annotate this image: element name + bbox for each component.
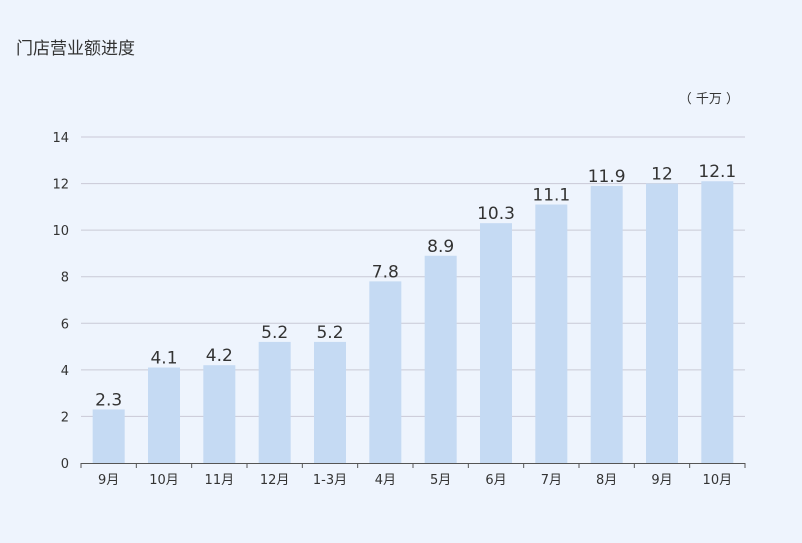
data-label: 5.2 <box>316 323 343 343</box>
data-label: 2.3 <box>95 390 122 410</box>
bar <box>480 223 512 463</box>
x-tick-label: 9月 <box>98 473 119 488</box>
grid-lines <box>81 136 745 417</box>
x-tick-label: 7月 <box>541 473 562 488</box>
bar <box>203 365 236 463</box>
bar <box>646 183 678 464</box>
data-label: 12 <box>651 165 673 185</box>
y-tick-label: 4 <box>61 364 69 379</box>
labels: 0 2 4 6 8 10 12 14 2.3 9月 4.1 10月 4.2 11月 5.2 12月 5.2 1-3… <box>52 131 736 488</box>
x-tick-label: 8月 <box>596 473 617 488</box>
data-label: 7.8 <box>372 262 399 282</box>
bar <box>590 185 623 463</box>
unit-label: （ 千万 ） <box>678 92 739 107</box>
y-tick-label: 14 <box>52 131 69 146</box>
x-tick-label: 5月 <box>430 473 451 488</box>
data-label: 10.3 <box>477 204 515 224</box>
data-label: 11.9 <box>588 167 626 187</box>
x-tick-label: 6月 <box>485 473 506 488</box>
x-tick-label: 4月 <box>375 473 396 488</box>
data-label: 5.2 <box>261 323 288 343</box>
data-label: 4.2 <box>206 346 233 366</box>
x-tick-label: 1-3月 <box>313 473 347 488</box>
y-tick-label: 2 <box>61 410 69 425</box>
bar <box>258 341 291 463</box>
chart-title: 门店营业额进度 <box>16 39 135 59</box>
bar <box>424 255 457 463</box>
bar <box>92 409 125 463</box>
y-tick-label: 8 <box>61 271 69 286</box>
data-label: 12.1 <box>698 162 736 182</box>
y-tick-label: 0 <box>61 457 69 472</box>
bar <box>148 367 180 463</box>
x-tick-label: 10月 <box>149 473 179 488</box>
y-tick-label: 6 <box>61 317 69 332</box>
x-tick-label: 12月 <box>260 473 290 488</box>
y-tick-label: 12 <box>52 178 69 193</box>
x-tick-label: 10月 <box>703 473 733 488</box>
bars <box>92 181 734 464</box>
bar <box>535 204 568 463</box>
x-axis <box>80 463 746 468</box>
data-label: 11.1 <box>532 186 570 206</box>
x-tick-label: 9月 <box>651 473 672 488</box>
y-tick-label: 10 <box>52 224 69 239</box>
x-tick-label: 11月 <box>205 473 235 488</box>
bar <box>369 281 402 463</box>
bar <box>314 341 346 463</box>
bar <box>701 181 734 463</box>
data-label: 8.9 <box>427 237 454 257</box>
data-label: 4.1 <box>150 349 177 369</box>
